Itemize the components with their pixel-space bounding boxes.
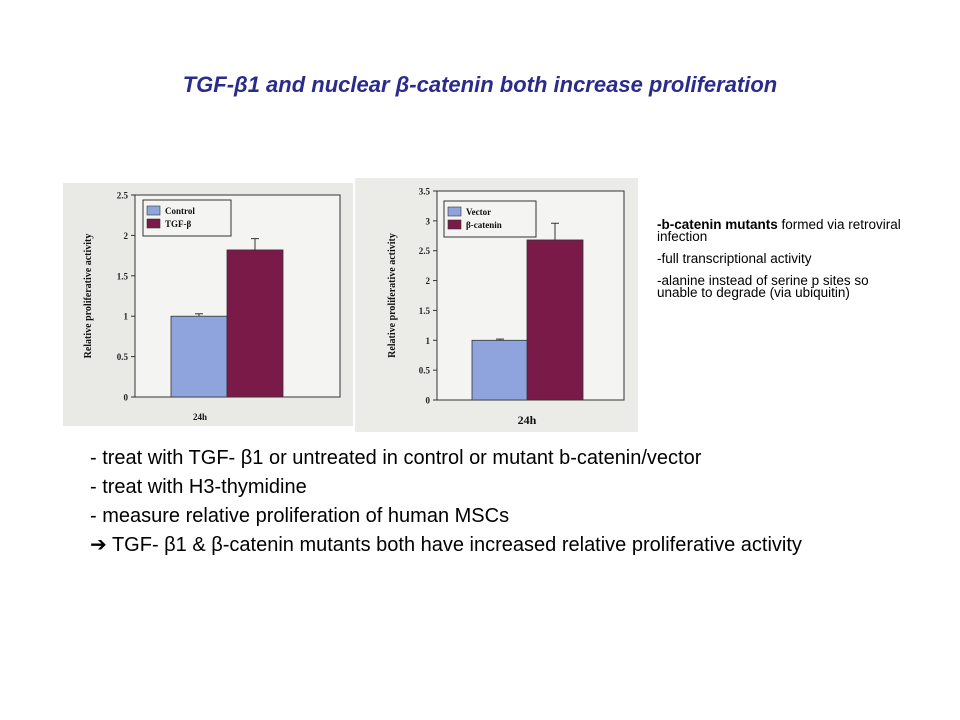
y-tick-label: 2 — [426, 276, 431, 286]
y-tick-label: 3 — [426, 216, 431, 226]
chart-panel-tgf: 0 0.5 1 1.5 2 2.5 Relative proliferative activ… — [63, 183, 353, 426]
note-transcription: -full transcriptional activity — [657, 251, 812, 266]
legend-swatch — [146, 218, 161, 229]
chart-catenin: 0 0.5 1 1.5 2 2.5 3 3.5 Relative proliferative a… — [387, 187, 625, 427]
legend-swatch — [447, 219, 462, 230]
bullet-list: - treat with TGF- β1 or untreated in con… — [90, 447, 890, 565]
note-alanine: -alanine instead of serine p sites so un… — [657, 273, 869, 300]
note-mutants: -b-catenin mutants formed via retroviral… — [657, 217, 902, 244]
bullet-thymidine: - treat with H3-thymidine — [90, 476, 307, 498]
y-axis-label: Relative proliferative activity — [83, 234, 94, 359]
legend-label: β-catenin — [466, 220, 502, 230]
y-tick-label: 1 — [426, 336, 431, 346]
legend-swatch — [146, 205, 161, 216]
legend-swatch — [447, 206, 462, 217]
y-axis-label: Relative proliferative activity — [387, 233, 398, 358]
legend-label: Vector — [466, 207, 491, 217]
y-tick-label: 0.5 — [117, 352, 129, 362]
x-category-label: 24h — [193, 412, 207, 422]
y-tick-label: 0 — [124, 393, 129, 403]
bullet-measure: - measure relative proliferation of huma… — [90, 505, 510, 527]
chart-panel-catenin: 0 0.5 1 1.5 2 2.5 3 3.5 Relative proliferative a… — [355, 178, 638, 432]
bar-treatment — [526, 239, 584, 401]
bar-control — [170, 315, 228, 398]
note-mutants-rest: formed via retroviral infection — [657, 217, 901, 244]
slide-title: TGF-β1 and nuclear β-catenin both increa… — [182, 72, 778, 97]
legend-label: Control — [165, 206, 195, 216]
y-tick-label: 2.5 — [117, 191, 129, 201]
note-mutants-bold: -b-catenin mutants — [657, 217, 778, 232]
y-tick-label: 3.5 — [419, 187, 431, 197]
y-tick-label: 2 — [124, 231, 129, 241]
y-tick-label: 1 — [124, 312, 129, 322]
y-tick-label: 1.5 — [117, 271, 129, 281]
legend-label: TGF-β — [165, 219, 191, 229]
bullet-treat: - treat with TGF- β1 or untreated in con… — [90, 447, 702, 469]
y-tick-label: 1.5 — [419, 306, 431, 316]
bar-control — [471, 339, 529, 401]
chart-tgf: 0 0.5 1 1.5 2 2.5 Relative proliferative activ… — [83, 191, 341, 422]
y-tick-label: 2.5 — [419, 246, 431, 256]
legend-box — [443, 200, 537, 238]
notes: -b-catenin mutants formed via retroviral… — [657, 217, 902, 309]
bullet-conclusion: ➔ TGF- β1 & β-catenin mutants both have … — [90, 534, 802, 556]
y-tick-label: 0.5 — [419, 366, 431, 376]
x-category-label: 24h — [518, 413, 537, 427]
bar-treatment — [226, 249, 284, 398]
y-tick-label: 0 — [426, 396, 431, 406]
